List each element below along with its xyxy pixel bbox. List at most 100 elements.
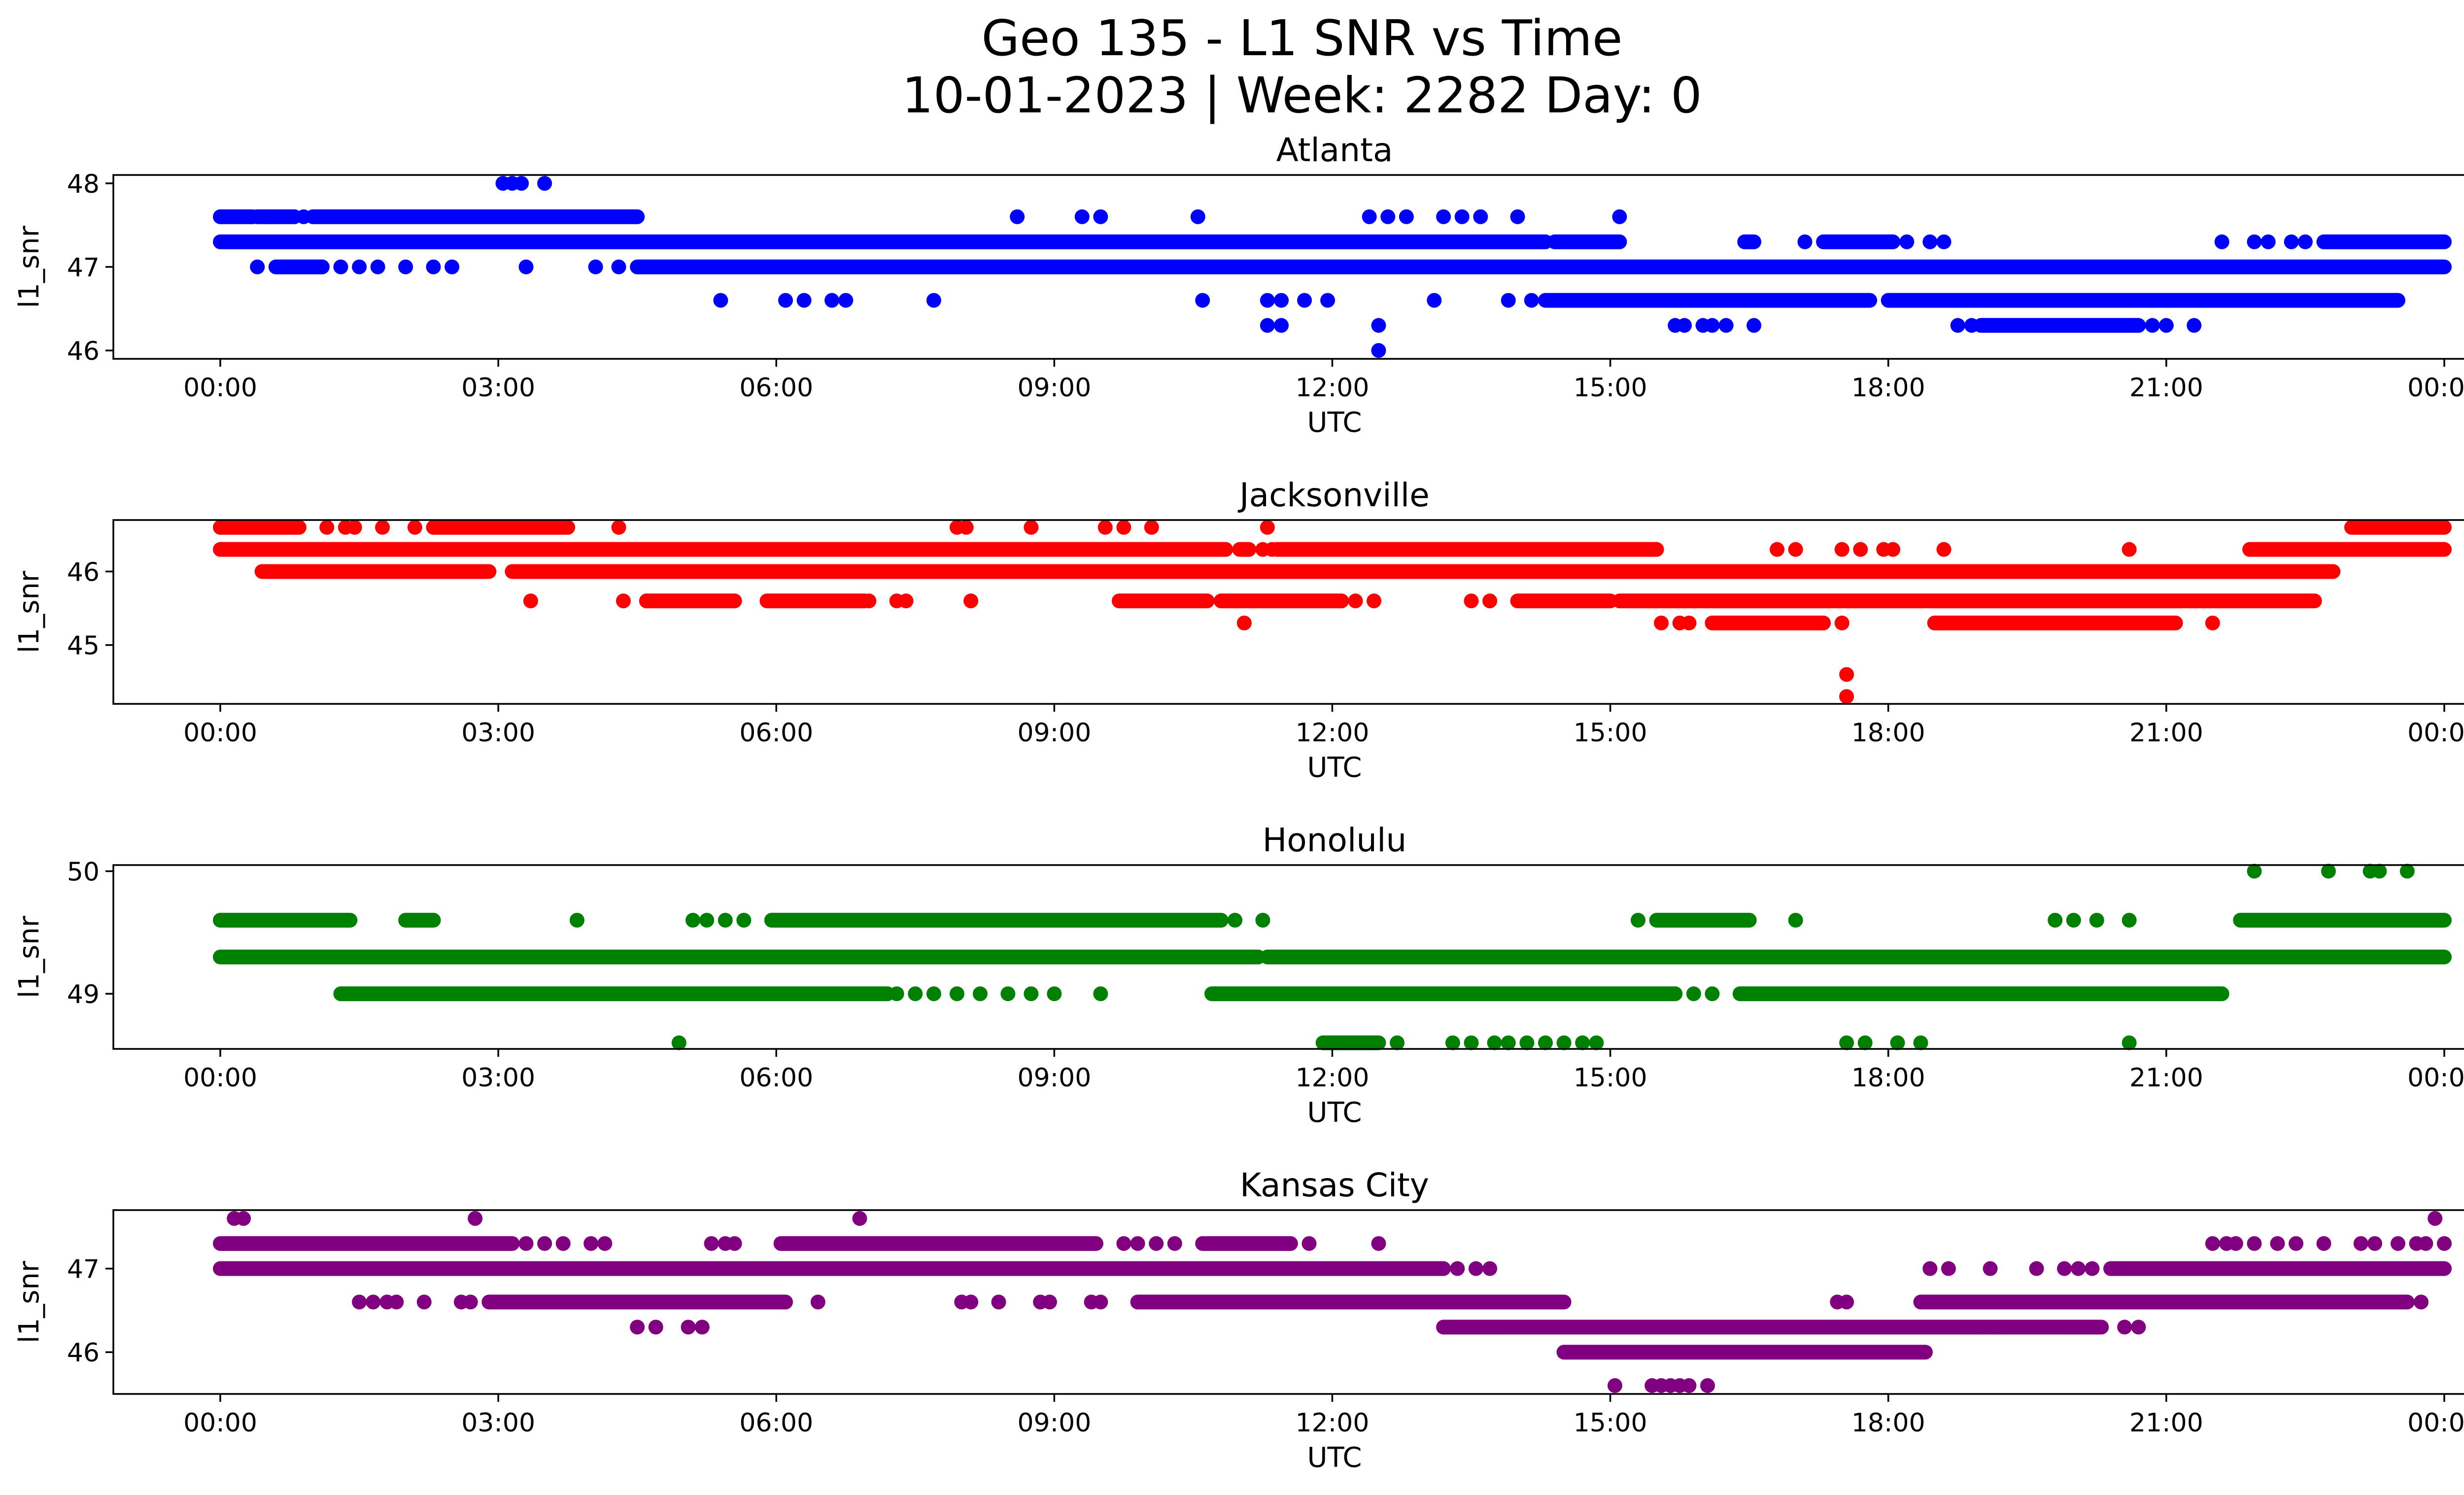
data-point xyxy=(1097,520,1113,535)
data-point xyxy=(1487,1035,1502,1050)
data-point xyxy=(958,520,974,535)
data-point xyxy=(523,593,538,609)
data-point xyxy=(1320,293,1335,308)
data-point xyxy=(1042,1294,1057,1310)
data-point xyxy=(718,912,733,928)
data-point xyxy=(2205,615,2220,630)
x-tick-label: 03:00 xyxy=(461,718,535,748)
data-point xyxy=(991,1294,1006,1310)
data-point xyxy=(2228,1236,2243,1251)
data-point xyxy=(1362,209,1377,224)
x-tick-label: 12:00 xyxy=(1296,1408,1369,1438)
data-point xyxy=(1149,1236,1164,1251)
scatter-series xyxy=(213,175,2452,358)
data-point xyxy=(555,1236,571,1251)
plot-frame xyxy=(112,864,2464,1050)
data-point xyxy=(972,986,988,1002)
data-point xyxy=(713,293,728,308)
y-axis-label: l1_snr xyxy=(13,225,45,308)
x-tick-label: 00:00 xyxy=(183,1408,257,1438)
data-point xyxy=(407,520,422,535)
subplot-honolulu: Honolulu 00:00 03:00 06:00 09:00 12:00 15:00 18… xyxy=(13,821,2464,1129)
data-point xyxy=(671,1035,686,1050)
scatter-series xyxy=(213,1211,2452,1393)
data-point xyxy=(2247,234,2262,249)
x-axis-label: UTC xyxy=(1307,407,1362,439)
data-point xyxy=(2071,1261,2086,1276)
data-point xyxy=(1677,318,1692,333)
x-tick-label: 15:00 xyxy=(1574,373,1647,403)
data-point xyxy=(389,1294,404,1310)
data-point xyxy=(1468,1261,1483,1276)
scatter-series xyxy=(213,520,2452,704)
x-tick-label: 06:00 xyxy=(739,1408,813,1438)
x-tick-label: 18:00 xyxy=(1851,1063,1925,1093)
data-point xyxy=(1093,209,1108,224)
plot-frame xyxy=(112,519,2464,705)
x-tick-label: 21:00 xyxy=(2129,1408,2203,1438)
data-point xyxy=(2247,864,2262,879)
data-point xyxy=(1464,593,1479,609)
data-point xyxy=(2270,1236,2285,1251)
y-tick-label: 46 xyxy=(67,557,100,587)
data-point xyxy=(1116,1236,1131,1251)
data-point xyxy=(926,986,941,1002)
plot-frame xyxy=(112,1209,2464,1395)
data-point xyxy=(1922,1261,1938,1276)
data-point xyxy=(704,1236,719,1251)
data-point xyxy=(1228,912,1243,928)
x-tick-label: 18:00 xyxy=(1851,373,1925,403)
data-point xyxy=(2057,1261,2072,1276)
data-point xyxy=(2297,234,2313,249)
data-point xyxy=(1367,593,1382,609)
data-point xyxy=(319,520,335,535)
data-point xyxy=(1024,520,1039,535)
data-point xyxy=(1839,667,1854,682)
data-point xyxy=(1473,209,1488,224)
data-point xyxy=(1608,1378,1623,1393)
x-tick-label: 12:00 xyxy=(1296,373,1369,403)
data-point xyxy=(1857,1035,1873,1050)
data-point xyxy=(1274,318,1289,333)
data-point xyxy=(1074,209,1090,224)
data-point xyxy=(569,912,584,928)
data-point xyxy=(824,293,840,308)
data-point xyxy=(694,1320,710,1335)
data-point xyxy=(1885,542,1901,557)
data-point xyxy=(2089,912,2104,928)
data-point xyxy=(2316,1236,2331,1251)
x-tick-label: 15:00 xyxy=(1574,718,1647,748)
data-point xyxy=(1834,542,1849,557)
data-point xyxy=(1348,593,1363,609)
x-tick-label: 06:00 xyxy=(739,718,813,748)
data-point xyxy=(1834,615,1849,630)
x-tick-label: 18:00 xyxy=(1851,1408,1925,1438)
data-point xyxy=(2260,234,2276,249)
data-point xyxy=(1853,542,1868,557)
data-point xyxy=(1144,520,1159,535)
scatter-series xyxy=(213,864,2452,1050)
x-tick-label: 03:00 xyxy=(461,373,535,403)
x-tick-label: 21:00 xyxy=(2129,718,2203,748)
data-point xyxy=(611,520,626,535)
data-point xyxy=(1399,209,1414,224)
data-point xyxy=(1024,986,1039,1002)
data-point xyxy=(250,259,265,275)
data-point xyxy=(1718,318,1734,333)
data-point xyxy=(370,259,385,275)
data-point xyxy=(1501,1035,1516,1050)
data-point xyxy=(778,293,793,308)
x-tick-label: 03:00 xyxy=(461,1408,535,1438)
data-point xyxy=(1524,293,1539,308)
data-point xyxy=(1950,318,1965,333)
data-point xyxy=(1436,209,1451,224)
data-point xyxy=(416,1294,432,1310)
data-point xyxy=(949,986,964,1002)
data-point xyxy=(2284,234,2299,249)
data-point xyxy=(1297,293,1312,308)
data-point xyxy=(2247,1236,2262,1251)
data-point xyxy=(445,259,460,275)
x-tick-label: 09:00 xyxy=(1017,718,1091,748)
x-tick-label: 00:00 xyxy=(183,373,257,403)
